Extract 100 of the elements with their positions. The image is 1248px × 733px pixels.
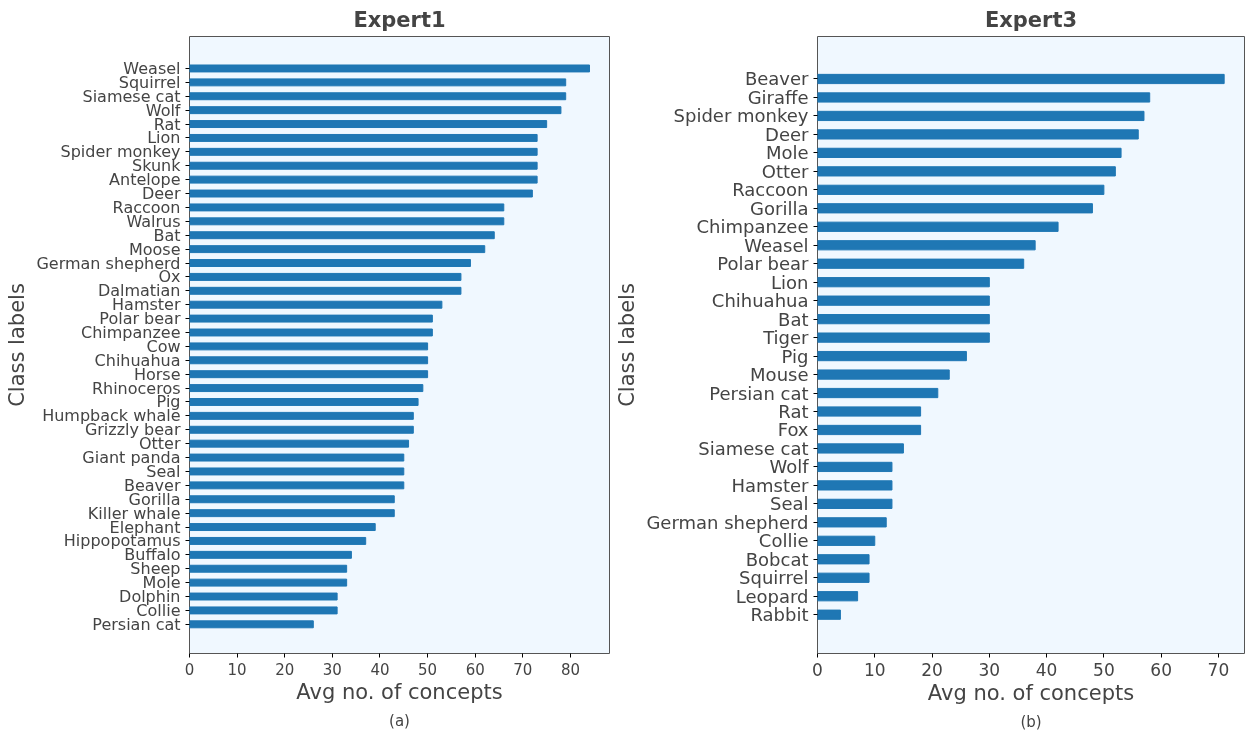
bar xyxy=(817,277,990,288)
bar xyxy=(189,620,314,629)
bar xyxy=(817,129,1139,140)
bar xyxy=(189,300,443,309)
x-tick-label: 0 xyxy=(184,660,195,679)
bar xyxy=(817,350,967,362)
bar xyxy=(817,314,990,325)
text: (a) xyxy=(389,711,410,730)
y-tick-label: Squirrel xyxy=(739,567,809,589)
x-tick-label: 10 xyxy=(863,659,886,680)
bar xyxy=(817,221,1059,232)
bar xyxy=(189,384,424,393)
bar xyxy=(817,406,922,417)
bar xyxy=(817,461,893,473)
bar xyxy=(189,64,590,73)
bar xyxy=(189,245,486,254)
bar xyxy=(189,259,471,267)
bar xyxy=(189,328,433,337)
bar xyxy=(189,578,348,587)
y-tick-label: Chimpanzee xyxy=(696,216,809,238)
bar xyxy=(189,495,395,504)
bar xyxy=(189,272,462,281)
x-tick-label: 30 xyxy=(978,659,1001,680)
bar xyxy=(189,78,567,87)
bar xyxy=(189,120,548,129)
bar xyxy=(817,147,1122,158)
bar xyxy=(817,554,870,565)
bar xyxy=(189,481,405,490)
bar xyxy=(189,342,429,351)
x-tick-label: 70 xyxy=(513,660,533,679)
x-tick-label: 60 xyxy=(1150,659,1172,680)
chart-title: Expert1 xyxy=(353,7,446,32)
x-tick-label: 40 xyxy=(1035,659,1058,680)
bar xyxy=(817,92,1151,103)
bar xyxy=(189,161,538,170)
bar xyxy=(817,240,1036,251)
bar xyxy=(817,609,841,620)
x-tick-label: 80 xyxy=(560,660,580,679)
x-tick-label: 20 xyxy=(921,659,943,680)
bar xyxy=(817,203,1093,214)
bar xyxy=(817,591,859,602)
bar xyxy=(189,509,395,518)
bar xyxy=(817,110,1145,122)
bar xyxy=(817,517,887,528)
x-tick-label: 50 xyxy=(1093,659,1115,680)
y-tick-label: Polar bear xyxy=(99,309,181,329)
x-tick-label: 20 xyxy=(275,660,295,679)
bar xyxy=(189,203,505,212)
x-tick-label: 40 xyxy=(370,660,390,679)
bar xyxy=(189,467,405,476)
bar xyxy=(189,523,376,532)
bar xyxy=(189,536,367,545)
bar xyxy=(817,387,939,399)
x-tick-label: 0 xyxy=(812,659,823,680)
y-tick-label: Rat xyxy=(778,401,809,422)
x-tick-label: 30 xyxy=(322,660,342,679)
bar xyxy=(817,572,870,583)
y-tick-label: Spider monkey xyxy=(673,105,809,127)
bar xyxy=(189,550,352,559)
bar xyxy=(189,314,433,323)
bar xyxy=(817,443,904,454)
y-tick-label: Tiger xyxy=(762,327,810,349)
bar xyxy=(189,147,538,156)
bar xyxy=(817,369,950,380)
text: (b) xyxy=(1020,712,1042,731)
bar xyxy=(189,286,462,295)
bar xyxy=(189,231,495,240)
y-axis-title: Class labels xyxy=(615,283,640,407)
bar xyxy=(189,92,567,101)
bar xyxy=(189,106,562,115)
bar xyxy=(189,592,338,601)
bar xyxy=(189,175,538,184)
x-axis-title: Avg no. of concepts xyxy=(927,680,1135,705)
x-tick-label: 50 xyxy=(418,660,438,679)
bar xyxy=(189,217,505,226)
bar xyxy=(189,439,410,448)
x-tick-label: 70 xyxy=(1207,659,1230,680)
bar xyxy=(189,606,338,615)
y-axis-title: Class labels xyxy=(5,283,30,407)
bar xyxy=(817,166,1116,177)
x-tick-label: 10 xyxy=(227,660,247,679)
bar xyxy=(817,184,1105,195)
bar xyxy=(189,189,533,198)
bar xyxy=(817,295,990,306)
bar xyxy=(817,258,1025,269)
bar xyxy=(189,398,419,406)
x-tick-label: 60 xyxy=(465,660,485,679)
bar xyxy=(189,564,348,573)
y-tick-label: Persian cat xyxy=(709,382,809,404)
bar xyxy=(189,411,414,420)
bar xyxy=(817,498,893,509)
bar xyxy=(817,480,893,491)
bar xyxy=(189,453,405,462)
chart-title: Expert3 xyxy=(984,7,1078,32)
bar xyxy=(817,332,990,343)
bar xyxy=(817,424,922,436)
x-axis-title: Avg no. of concepts xyxy=(296,679,503,704)
bar xyxy=(817,73,1225,85)
bar xyxy=(189,370,429,379)
bar xyxy=(189,425,414,434)
